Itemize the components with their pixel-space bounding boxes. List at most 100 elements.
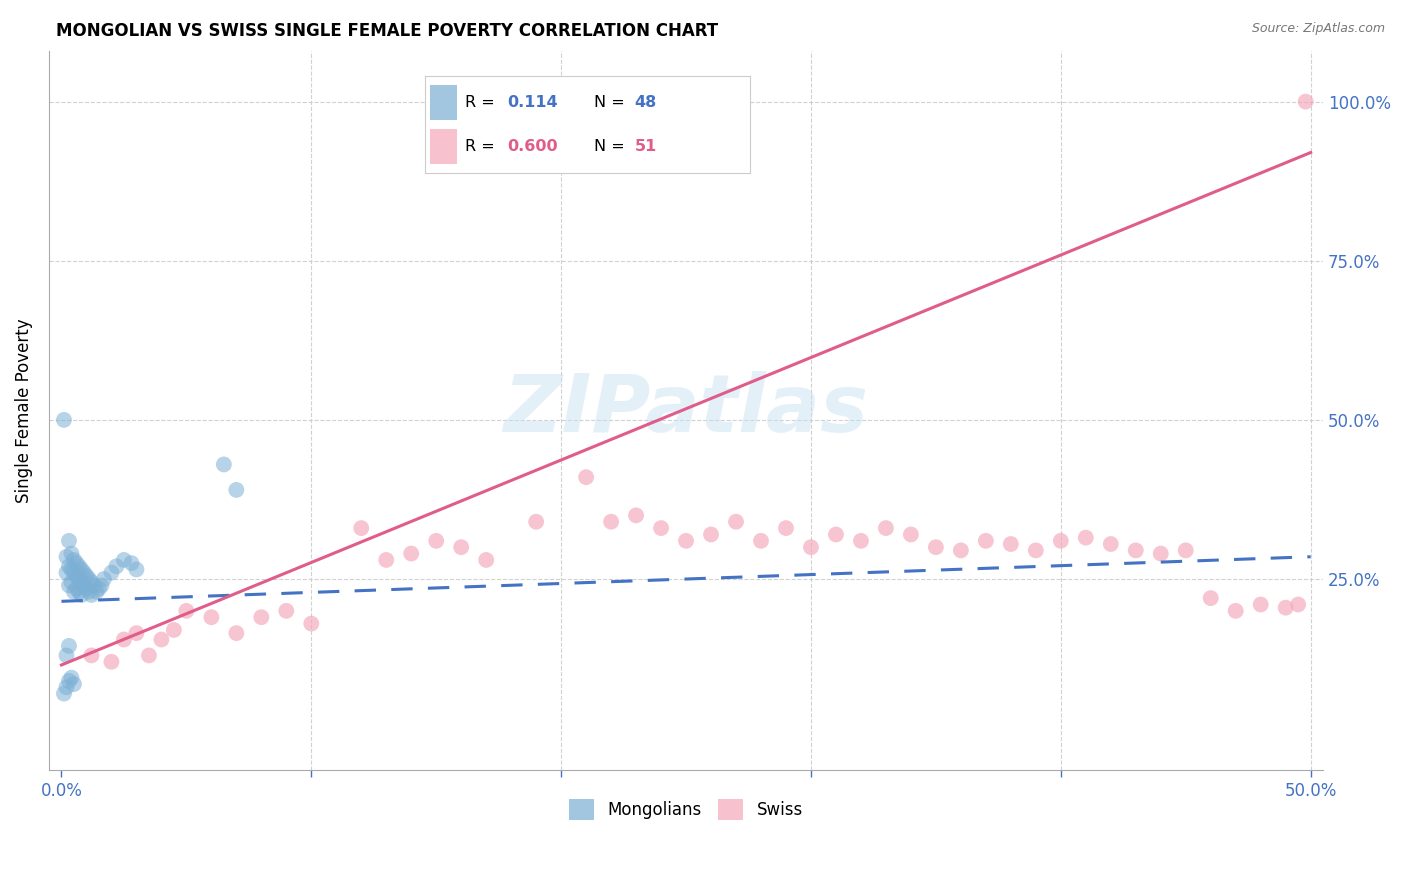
Point [176,604,198,618]
Point [67,559,90,574]
Point [55,648,77,663]
Point [58,559,80,574]
Point [65,556,87,570]
Point [276,604,298,618]
Point [70,588,93,602]
Point [1049,533,1071,548]
Point [150,632,173,647]
Point [120,556,142,570]
Point [1199,591,1222,606]
Point [67,584,90,599]
Point [399,547,422,561]
Point [65,582,87,596]
Point [163,623,186,637]
Point [624,508,647,523]
Point [77,584,100,599]
Point [1125,543,1147,558]
Point [63,553,86,567]
Y-axis label: Single Female Poverty: Single Female Poverty [15,318,32,503]
Point [63,584,86,599]
Point [1274,600,1296,615]
Point [77,572,100,586]
Point [749,533,772,548]
Point [700,527,723,541]
Point [80,588,103,602]
Point [90,578,112,592]
Point [450,540,472,554]
Point [125,562,148,576]
Point [575,470,598,484]
Point [600,515,623,529]
Point [52,413,75,427]
Point [60,562,83,576]
Point [60,547,83,561]
Point [55,680,77,694]
Legend: Mongolians, Swiss: Mongolians, Swiss [562,793,810,826]
Point [100,655,122,669]
Point [225,483,247,497]
Text: ZIPatlas: ZIPatlas [503,371,869,450]
Point [112,632,135,647]
Point [63,566,86,580]
Point [250,610,273,624]
Point [775,521,797,535]
Point [83,578,105,592]
Point [65,569,87,583]
Point [58,673,80,688]
Point [70,575,93,590]
Point [949,543,972,558]
Point [675,533,697,548]
Text: MONGOLIAN VS SWISS SINGLE FEMALE POVERTY CORRELATION CHART: MONGOLIAN VS SWISS SINGLE FEMALE POVERTY… [56,22,718,40]
Point [112,553,135,567]
Point [225,626,247,640]
Point [425,533,447,548]
Point [900,527,922,541]
Point [1174,543,1197,558]
Point [73,578,96,592]
Point [73,566,96,580]
Point [80,575,103,590]
Point [58,578,80,592]
Point [52,687,75,701]
Point [849,533,872,548]
Point [1150,547,1173,561]
Point [1250,598,1272,612]
Point [93,572,115,586]
Point [86,584,108,599]
Point [105,559,128,574]
Point [1225,604,1247,618]
Point [925,540,948,554]
Point [87,582,110,596]
Point [138,648,160,663]
Point [1099,537,1122,551]
Point [475,553,498,567]
Point [55,566,77,580]
Point [524,515,547,529]
Point [800,540,823,554]
Point [67,572,90,586]
Point [200,610,222,624]
Point [1295,95,1317,109]
Point [350,521,373,535]
Point [100,566,122,580]
Point [125,626,148,640]
Point [1025,543,1047,558]
Point [724,515,747,529]
Point [70,562,93,576]
Point [875,521,897,535]
Point [58,533,80,548]
Point [212,458,235,472]
Point [75,582,97,596]
Point [55,549,77,564]
Point [63,677,86,691]
Point [80,648,103,663]
Point [75,569,97,583]
Point [60,575,83,590]
Point [825,527,848,541]
Point [1000,537,1022,551]
Point [1286,598,1309,612]
Point [974,533,997,548]
Point [58,639,80,653]
Point [650,521,672,535]
Point [60,671,83,685]
